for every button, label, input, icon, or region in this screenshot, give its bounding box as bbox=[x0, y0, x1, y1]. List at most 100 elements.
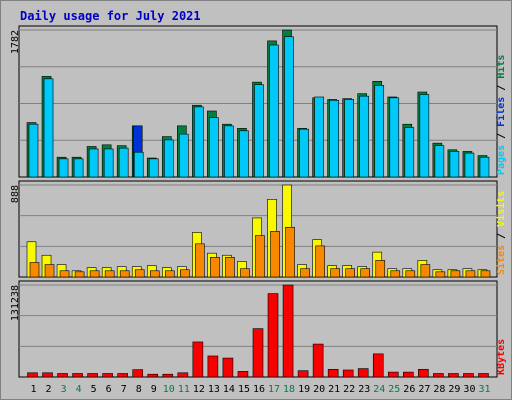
day-label: 6 bbox=[106, 384, 112, 395]
day-label: 15 bbox=[238, 384, 250, 395]
x-axis-day-labels: 1 2 3 4 5 6 7 8 9 10 11 12 13 14 15 16 17 18 19 20 21 22 23 24 2… bbox=[31, 384, 491, 395]
day-label: 16 bbox=[253, 384, 265, 395]
day-label: 14 bbox=[223, 384, 235, 395]
bar-files bbox=[88, 148, 99, 178]
bar-kbytes bbox=[327, 368, 339, 378]
bar-files bbox=[359, 95, 370, 178]
y-max-label: 131238 bbox=[10, 285, 21, 321]
bar-sites bbox=[210, 257, 220, 278]
legend-sites: Sites bbox=[495, 245, 507, 275]
day-label: 30 bbox=[463, 384, 475, 395]
bar-kbytes bbox=[463, 373, 474, 378]
bar-kbytes bbox=[27, 372, 38, 378]
bar-sites bbox=[405, 270, 416, 278]
bar-files bbox=[148, 158, 159, 178]
bar-sites bbox=[89, 270, 100, 278]
bar-sites bbox=[74, 271, 85, 278]
day-label: 18 bbox=[283, 384, 295, 395]
bar-kbytes bbox=[207, 355, 219, 378]
legend-separator: / bbox=[496, 79, 507, 97]
bar-kbytes bbox=[57, 373, 68, 378]
bar-files bbox=[344, 99, 354, 178]
bar-files bbox=[419, 94, 430, 178]
bar-kbytes bbox=[282, 284, 294, 378]
bar-kbytes bbox=[448, 373, 459, 378]
day-label: 22 bbox=[343, 384, 355, 395]
bar-kbytes bbox=[72, 373, 83, 378]
day-label: 17 bbox=[268, 384, 280, 395]
bar-sites bbox=[164, 270, 175, 278]
bar-sites bbox=[240, 268, 250, 278]
bar-kbytes bbox=[192, 341, 204, 378]
bar-kbytes bbox=[237, 371, 249, 378]
y-max-label: 1782 bbox=[10, 30, 21, 54]
bar-sites bbox=[134, 269, 145, 278]
bar-sites bbox=[195, 243, 205, 278]
day-label: 8 bbox=[136, 384, 142, 395]
bar-sites bbox=[29, 262, 40, 278]
day-label: 29 bbox=[448, 384, 460, 395]
bar-files bbox=[103, 148, 114, 178]
bar-sites bbox=[285, 226, 295, 278]
bar-files bbox=[389, 97, 400, 178]
day-label: 31 bbox=[478, 384, 490, 395]
bar-files bbox=[43, 78, 54, 178]
bar-kbytes bbox=[312, 343, 324, 378]
legend-hits: Hits bbox=[495, 55, 507, 79]
bar-sites bbox=[149, 270, 160, 278]
day-label: 11 bbox=[178, 384, 190, 395]
bar-sites bbox=[104, 270, 115, 278]
bar-kbytes bbox=[267, 293, 279, 378]
bar-files bbox=[329, 99, 339, 178]
bar-kbytes bbox=[132, 369, 144, 378]
bar-kbytes bbox=[357, 368, 369, 378]
panel-kbytes: 131238 KBytes bbox=[10, 280, 507, 378]
bar-kbytes bbox=[117, 373, 128, 378]
day-label: 7 bbox=[121, 384, 127, 395]
day-label: 10 bbox=[163, 384, 175, 395]
bar-sites bbox=[59, 270, 70, 278]
bar-files bbox=[118, 147, 129, 178]
bar-files bbox=[209, 117, 219, 178]
day-label: 5 bbox=[91, 384, 97, 395]
day-label: 3 bbox=[61, 384, 67, 395]
bar-sites bbox=[435, 271, 446, 278]
bar-sites bbox=[225, 257, 235, 278]
day-label: 4 bbox=[76, 384, 82, 395]
bar-kbytes bbox=[87, 373, 98, 378]
legend-files: Files bbox=[495, 97, 507, 127]
day-label: 26 bbox=[403, 384, 415, 395]
bar-files bbox=[73, 158, 84, 178]
bar-sites bbox=[375, 260, 386, 278]
bar-sites bbox=[44, 264, 55, 278]
day-label: 23 bbox=[358, 384, 370, 395]
day-label: 20 bbox=[313, 384, 325, 395]
bar-files bbox=[374, 85, 385, 178]
bar-kbytes bbox=[478, 373, 489, 378]
bar-kbytes bbox=[342, 369, 354, 378]
bar-kbytes bbox=[418, 368, 429, 378]
bar-kbytes bbox=[387, 371, 399, 378]
day-label: 25 bbox=[388, 384, 400, 395]
bar-kbytes bbox=[162, 373, 174, 378]
day-label: 13 bbox=[208, 384, 220, 395]
bar-files bbox=[269, 44, 279, 178]
bar-files bbox=[434, 145, 445, 178]
legend-visits: Visits bbox=[495, 191, 507, 227]
bar-sites bbox=[480, 270, 491, 278]
bar-sites bbox=[180, 269, 190, 278]
bar-files bbox=[28, 123, 39, 178]
bar-kbytes bbox=[147, 373, 159, 378]
bar-sites bbox=[315, 245, 325, 278]
bar-files bbox=[58, 158, 69, 178]
bar-sites bbox=[270, 231, 280, 278]
bar-sites bbox=[119, 270, 130, 278]
panel-legend: Sites / Visits bbox=[495, 191, 507, 275]
bar-kbytes bbox=[403, 371, 414, 378]
bar-files bbox=[239, 130, 249, 178]
bar-files bbox=[479, 156, 490, 178]
bar-files bbox=[464, 152, 475, 178]
bar-kbytes bbox=[42, 372, 53, 378]
